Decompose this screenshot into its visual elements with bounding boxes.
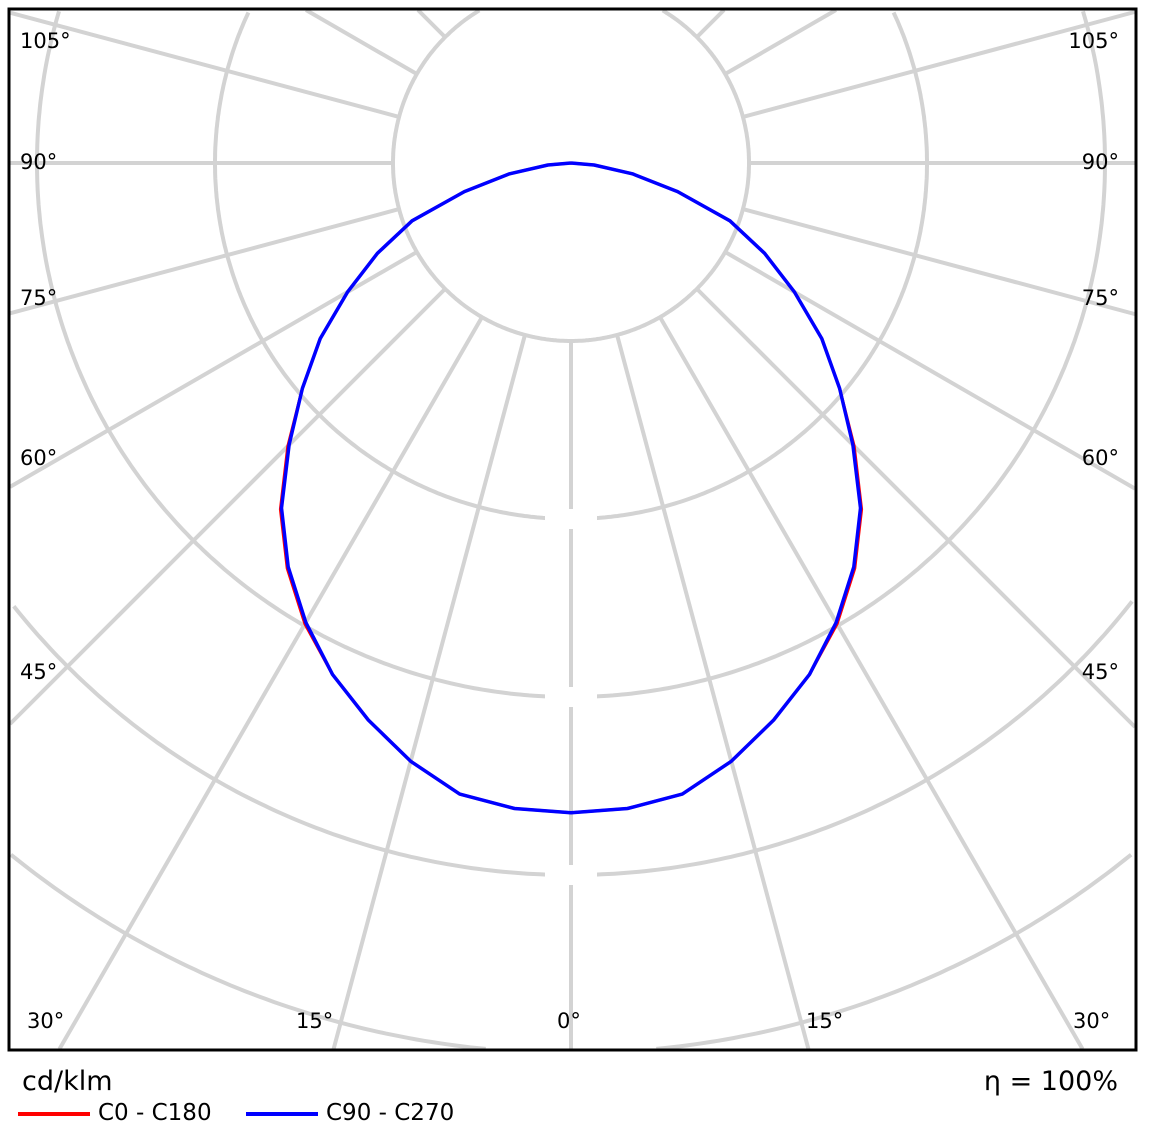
angle-label-bottom-15-left: 15° [296,1009,334,1033]
angle-label-left-75: 75° [20,286,58,310]
grid-ring [391,8,571,343]
angle-label-right-90: 90° [1081,150,1119,174]
grid-spoke [9,10,400,119]
grid-spoke [724,8,838,76]
legend-item-c90-c270: C90 - C270 [246,1102,454,1125]
grid-spoke [9,250,418,489]
angle-label-left-60: 60° [20,446,58,470]
grid-ring [571,600,1134,877]
grid-ring [571,10,1107,699]
angle-label-right-75: 75° [1081,286,1119,310]
angle-label-bottom-30-right: 30° [1073,1009,1111,1033]
grid-spoke [416,8,447,39]
grid-spoke [742,207,1136,317]
ring-label-gap [545,509,597,529]
plot-frame [7,7,1138,1052]
efficiency-label: η = 100% [983,1066,1118,1097]
legend-item-c0-c180: C0 - C180 [18,1102,212,1125]
angle-label-right-45: 45° [1081,660,1119,684]
angle-label-left-90: 90° [20,150,58,174]
angle-label-right-105: 105° [1068,29,1119,53]
polar-grid [8,8,1137,1051]
legend-swatch-blue [246,1111,318,1116]
grid-spoke [331,334,527,1050]
grid-spoke [658,316,1085,1051]
angle-label-bottom-15-right: 15° [806,1009,844,1033]
grid-spoke [57,316,484,1051]
grid-spoke [742,9,1136,119]
angle-label-left-105: 105° [20,29,71,53]
grid-ring [12,604,571,877]
ring-label-gap [545,687,597,707]
grid-spoke [724,250,1137,491]
angle-label-left-45: 45° [20,660,58,684]
legend-label: C90 - C270 [326,1100,455,1126]
grid-spoke [9,207,400,316]
grid-spoke [695,287,1137,729]
grid-ring [9,853,486,1051]
unit-label: cd/klm [22,1066,113,1097]
ring-label-gap [545,865,597,885]
legend-swatch-red [18,1111,90,1116]
series-curve-c90-c270 [279,161,863,815]
grid-spoke [615,334,811,1050]
grid-ring [35,10,571,699]
curves [278,161,864,815]
grid-spoke [304,8,418,76]
grid-ring [213,11,571,521]
grid-spoke [695,8,726,39]
angle-label-bottom-0: 0° [557,1009,581,1033]
grid-ring [571,8,751,343]
grid-ring [571,11,929,521]
grid-spoke [8,287,447,726]
angle-label-right-60: 60° [1081,446,1119,470]
grid-ring [656,853,1133,1051]
angle-label-bottom-30-left: 30° [27,1009,65,1033]
legend-label: C0 - C180 [98,1100,212,1126]
